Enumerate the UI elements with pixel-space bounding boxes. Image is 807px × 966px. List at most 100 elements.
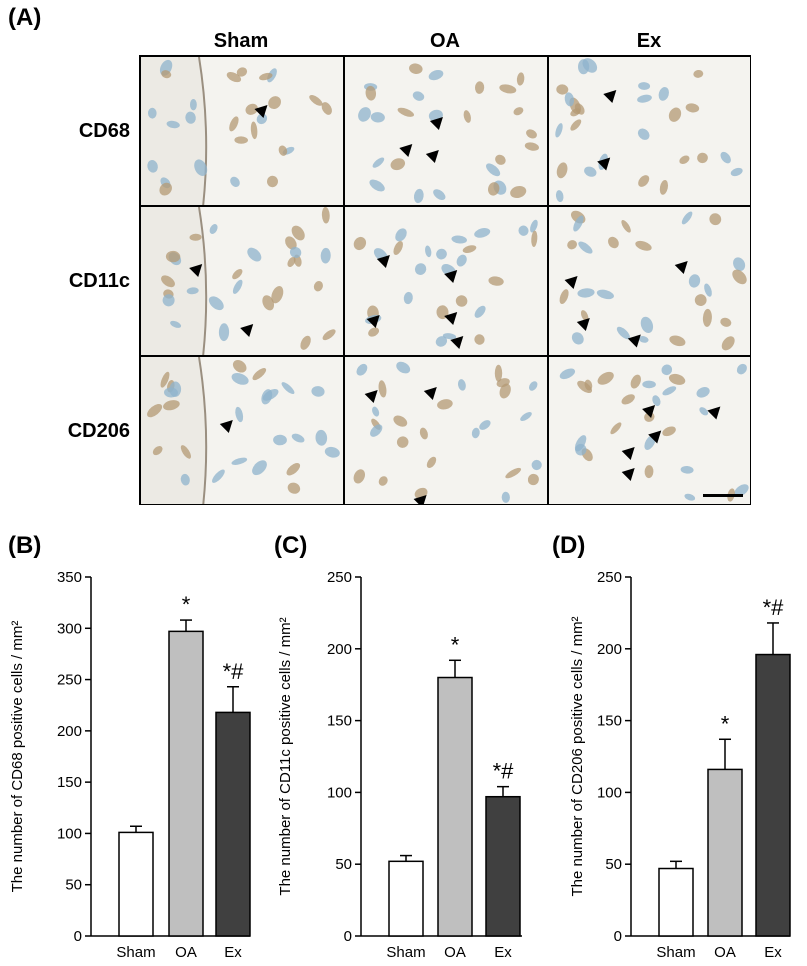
cd68-y-tick-label: 50 xyxy=(65,877,82,894)
arrowhead-marker xyxy=(564,276,578,289)
micrograph-cd68-sham xyxy=(140,56,344,206)
cd11c-category-label: OA xyxy=(444,944,466,961)
cd68-y-tick-label: 100 xyxy=(57,825,82,842)
tissue-image xyxy=(549,357,750,504)
cd206-significance-marker: * xyxy=(721,711,730,736)
cd206-bar-sham xyxy=(658,867,694,937)
cd68-significance-marker: *# xyxy=(223,659,245,684)
cd206-y-tick-label: 250 xyxy=(597,569,622,586)
cd11c-y-tick-label: 50 xyxy=(335,856,352,873)
cd68-y-tick-label: 250 xyxy=(57,672,82,689)
arrowhead-marker xyxy=(603,90,617,103)
micrograph-cd11c-ex xyxy=(548,206,750,356)
arrowhead-marker xyxy=(364,390,378,403)
arrowhead-marker xyxy=(707,406,721,420)
cd206-category-label: Ex xyxy=(764,944,782,961)
arrowhead-marker xyxy=(642,405,656,418)
panel-label-a: (A) xyxy=(8,4,42,31)
cd68-category-label: Ex xyxy=(224,944,242,961)
arrowhead-marker xyxy=(413,495,427,504)
arrowhead-marker xyxy=(429,117,443,130)
cd68-y-tick-label: 200 xyxy=(57,723,82,740)
cd206-y-tick-label: 0 xyxy=(614,928,622,945)
micrograph-grid xyxy=(139,55,751,505)
arrowhead-marker xyxy=(254,105,268,118)
cd206-category-label: OA xyxy=(714,944,736,961)
arrowhead-marker xyxy=(621,468,635,481)
cd11c-y-tick-label: 100 xyxy=(327,784,352,801)
cd11c-y-tick-label: 250 xyxy=(327,569,352,586)
cd206-y-tick-label: 100 xyxy=(597,784,622,801)
cd206-y-tick-label: 200 xyxy=(597,641,622,658)
arrowhead-marker xyxy=(597,157,611,171)
arrowhead-marker xyxy=(627,334,641,348)
cd68-y-tick-label: 350 xyxy=(57,569,82,586)
arrowhead-marker xyxy=(425,150,439,163)
arrowhead-marker xyxy=(240,324,254,337)
panel-label-b: (B) xyxy=(8,532,42,559)
cd206-category-label: Sham xyxy=(656,944,695,961)
tissue-image xyxy=(141,57,343,205)
row-header-cd68: CD68 xyxy=(78,120,130,142)
tissue-image xyxy=(345,357,547,504)
arrowhead-marker xyxy=(576,318,590,331)
chart-cd68: The number of CD68 positive cells / mm² 0… xyxy=(9,569,251,961)
cd11c-y-axis-label: The number of CD11c positive cells / mm² xyxy=(277,617,294,895)
cd11c-y-tick-label: 0 xyxy=(344,928,352,945)
arrowhead-marker xyxy=(366,315,380,328)
micrograph-cd11c-sham xyxy=(140,206,344,356)
cd68-y-tick-label: 300 xyxy=(57,620,82,637)
scale-bar xyxy=(703,494,743,497)
tissue-image xyxy=(141,207,343,355)
cd11c-category-label: Sham xyxy=(386,944,425,961)
arrowhead-marker xyxy=(444,270,458,283)
cd11c-bar-ex xyxy=(485,795,521,937)
micrograph-cd206-oa xyxy=(344,356,548,504)
arrowhead-marker xyxy=(189,264,203,277)
chart-cd11c: The number of CD11c positive cells / mm²… xyxy=(277,569,522,961)
cd206-bar-oa xyxy=(707,768,743,937)
cd68-bar-ex xyxy=(215,711,251,937)
cd68-significance-marker: * xyxy=(182,592,191,617)
tissue-image xyxy=(345,207,547,355)
arrowhead-marker xyxy=(621,447,635,460)
arrowhead-marker xyxy=(376,255,390,268)
cd11c-significance-marker: *# xyxy=(493,759,515,784)
cd11c-bar-oa xyxy=(437,676,473,937)
column-header-sham: Sham xyxy=(213,30,269,52)
arrowhead-marker xyxy=(450,336,464,349)
arrowhead-marker xyxy=(423,387,437,400)
cd11c-category-label: Ex xyxy=(494,944,512,961)
arrowhead-marker xyxy=(444,312,458,325)
cd68-y-axis-label: The number of CD68 positive cells / mm² xyxy=(9,621,26,893)
tissue-image xyxy=(549,207,750,355)
row-header-cd11c: CD11c xyxy=(68,270,130,292)
arrowhead-marker xyxy=(399,144,413,157)
micrograph-cd68-ex xyxy=(548,56,750,206)
arrowhead-marker xyxy=(219,420,233,433)
panel-label-d: (D) xyxy=(552,532,586,559)
cd11c-y-tick-label: 200 xyxy=(327,641,352,658)
cd68-y-tick-label: 150 xyxy=(57,774,82,791)
cd206-y-axis-label: The number of CD206 positive cells / mm² xyxy=(569,616,586,896)
tissue-image xyxy=(549,57,750,205)
cd206-y-tick-label: 150 xyxy=(597,713,622,730)
tissue-image xyxy=(141,357,343,504)
arrowhead-marker xyxy=(648,430,662,444)
cd206-significance-marker: *# xyxy=(763,595,785,620)
micrograph-cd68-oa xyxy=(344,56,548,206)
cd11c-bar-sham xyxy=(388,860,424,937)
cd11c-significance-marker: * xyxy=(451,632,460,657)
cd206-bar-ex xyxy=(755,653,791,937)
panel-label-c: (C) xyxy=(274,532,308,559)
column-header-oa: OA xyxy=(430,30,460,52)
micrograph-cd206-sham xyxy=(140,356,344,504)
cd68-category-label: Sham xyxy=(116,944,155,961)
cd11c-y-tick-label: 150 xyxy=(327,713,352,730)
cd68-bar-sham xyxy=(118,831,154,937)
micrograph-cd206-ex xyxy=(548,356,750,504)
cd68-bar-oa xyxy=(168,630,204,937)
cd68-y-tick-label: 0 xyxy=(74,928,82,945)
row-header-cd206: CD206 xyxy=(67,420,130,442)
column-header-ex: Ex xyxy=(636,30,662,52)
